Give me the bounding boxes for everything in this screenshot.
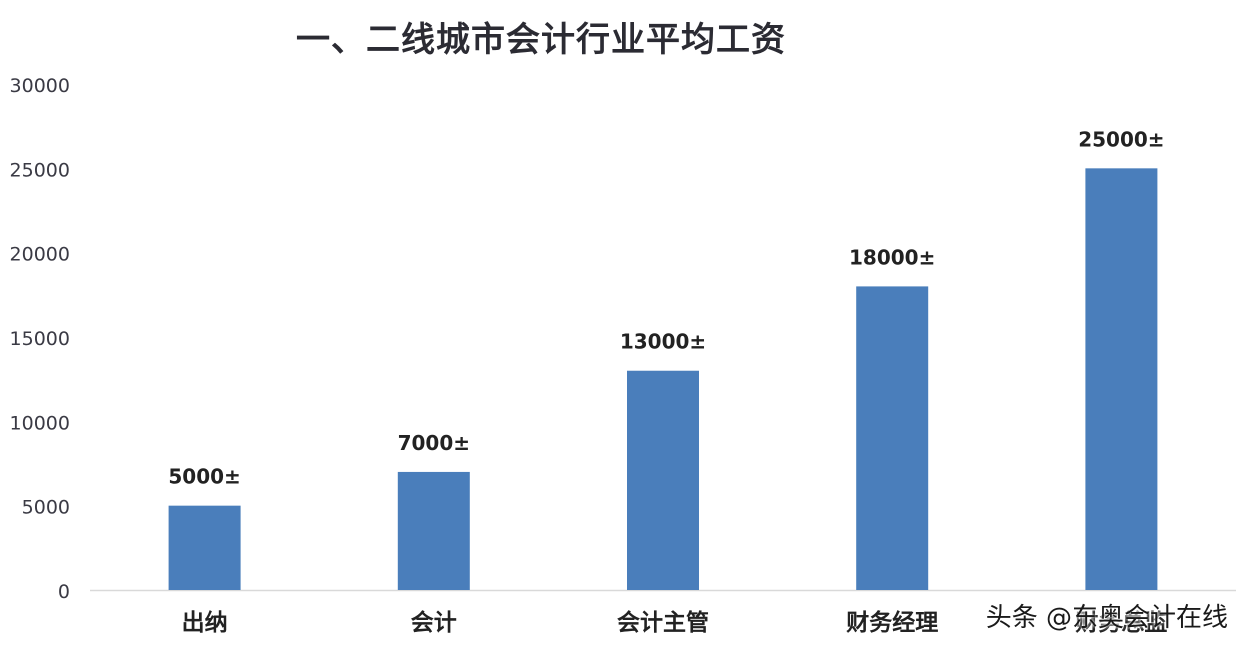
y-tick-label: 0 bbox=[58, 581, 70, 603]
y-tick-label: 25000 bbox=[10, 159, 70, 181]
x-tick-label: 财务总监 bbox=[1075, 609, 1167, 636]
bar bbox=[397, 471, 470, 590]
x-tick-label: 会计 bbox=[411, 609, 457, 636]
bar bbox=[1085, 168, 1158, 591]
watermark-text: 头条 @东奥会计在线 bbox=[985, 603, 1228, 633]
y-tick-label: 30000 bbox=[10, 75, 70, 97]
data-label: 13000± bbox=[620, 330, 706, 354]
x-tick-label: 出纳 bbox=[182, 609, 228, 636]
data-label: 5000± bbox=[168, 465, 240, 489]
y-tick-label: 15000 bbox=[10, 328, 70, 350]
chart-title: 一、二线城市会计行业平均工资 bbox=[296, 20, 786, 60]
data-label: 25000± bbox=[1078, 127, 1164, 151]
y-tick-label: 10000 bbox=[10, 412, 70, 434]
bar bbox=[856, 286, 929, 590]
data-label: 18000± bbox=[849, 245, 935, 269]
x-tick-label: 财务经理 bbox=[846, 609, 938, 636]
bar bbox=[168, 505, 241, 590]
bar bbox=[627, 370, 699, 590]
y-tick-label: 20000 bbox=[10, 244, 70, 266]
y-tick-label: 5000 bbox=[22, 497, 70, 519]
data-label: 7000± bbox=[398, 431, 470, 455]
x-tick-label: 会计主管 bbox=[617, 609, 709, 636]
